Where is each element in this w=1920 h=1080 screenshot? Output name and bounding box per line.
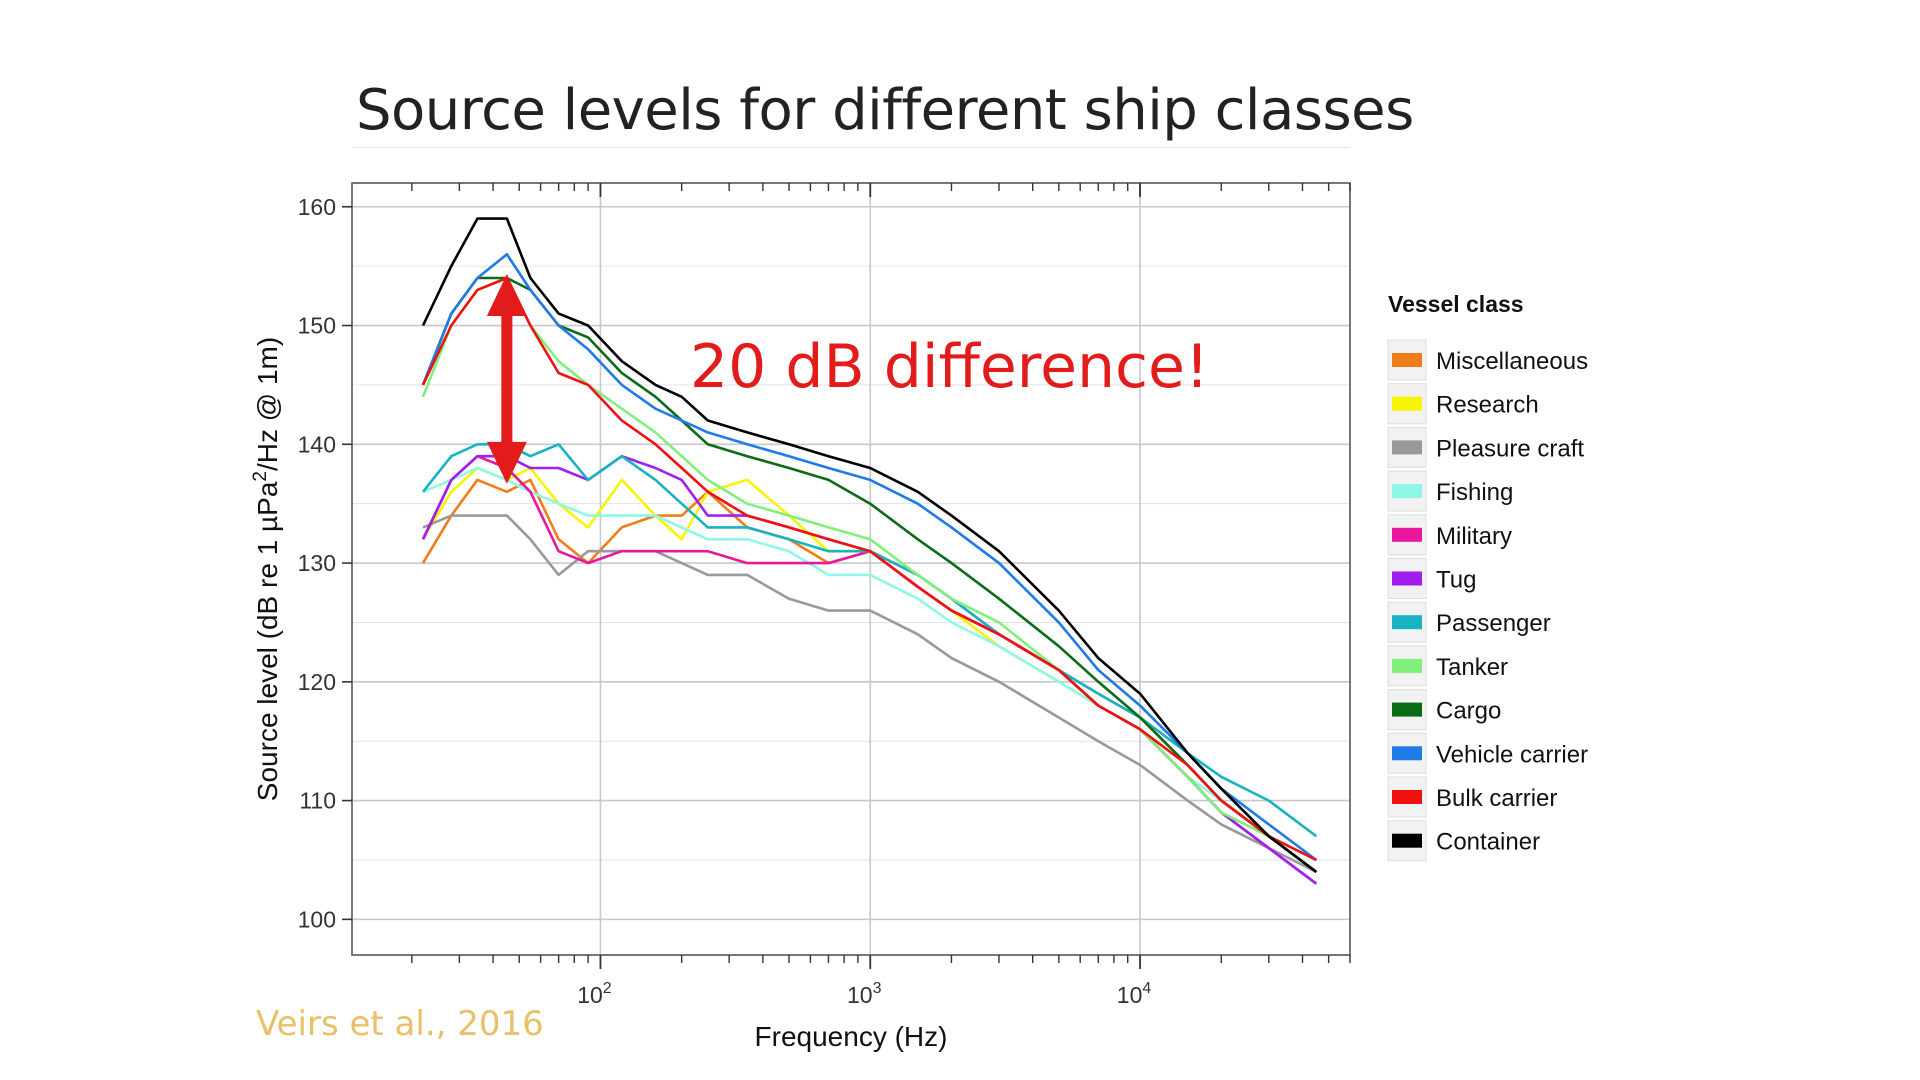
legend-swatch: [1392, 702, 1422, 717]
legend-swatch: [1392, 658, 1422, 673]
x-axis-label: Frequency (Hz): [755, 1021, 948, 1052]
legend-label: Tug: [1436, 567, 1476, 594]
y-tick-label: 100: [298, 906, 336, 932]
difference-annotation: 20 dB difference!: [486, 274, 1209, 484]
series-line-vehicle-carrier: [421, 253, 1318, 862]
legend-label: Cargo: [1436, 698, 1501, 725]
legend-title: Vessel class: [1388, 291, 1524, 317]
legend-label: Research: [1436, 392, 1539, 419]
legend-label: Military: [1436, 523, 1512, 550]
x-tick-label: 102: [577, 980, 612, 1008]
annotation-text: 20 dB difference!: [690, 332, 1209, 402]
y-tick-label: 120: [298, 669, 336, 695]
y-tick-label: 150: [298, 313, 336, 339]
legend-label: Container: [1436, 829, 1540, 856]
legend-label: Pleasure craft: [1436, 435, 1584, 462]
legend-label: Miscellaneous: [1436, 348, 1588, 375]
citation: Veirs et al., 2016: [256, 1004, 544, 1044]
series-lines: [421, 217, 1318, 885]
legend-label: Passenger: [1436, 610, 1551, 637]
legend-swatch: [1392, 833, 1422, 848]
plot-frame: [351, 182, 1351, 956]
legend-swatch: [1392, 571, 1422, 586]
legend-swatch: [1392, 440, 1422, 455]
legend-swatch: [1392, 484, 1422, 499]
y-axis-label: Source level (dB re 1 µPa2/Hz @ 1m): [250, 337, 283, 801]
legend-label: Fishing: [1436, 479, 1513, 506]
legend: Vessel class Miscellaneous Research Pleasur…: [1387, 291, 1588, 862]
series-line-pleasure-craft: [422, 514, 1317, 874]
grid-lines: [352, 146, 1350, 955]
y-tick-label: 110: [299, 788, 336, 814]
legend-swatch: [1392, 790, 1422, 804]
series-line-bulk-carrier: [421, 276, 1317, 862]
legend-swatch: [1392, 615, 1422, 630]
y-tick-label: 160: [298, 194, 336, 220]
legend-label: Vehicle carrier: [1436, 741, 1588, 768]
arrow-head-up: [486, 274, 527, 317]
legend-swatch: [1392, 746, 1422, 761]
x-tick-label: 103: [847, 980, 882, 1008]
legend-swatch: [1392, 527, 1422, 542]
legend-label: Bulk carrier: [1436, 785, 1557, 812]
series-line-container: [421, 217, 1318, 873]
axes: 100 110 120 130 140 150 160 102 103 104 Frequency …: [250, 182, 1351, 1052]
arrow-head-down: [486, 441, 527, 484]
y-tick-label: 130: [298, 550, 336, 576]
x-tick-label: 104: [1117, 980, 1152, 1008]
legend-label: Tanker: [1436, 654, 1508, 681]
legend-swatch: [1392, 396, 1422, 411]
y-tick-label: 140: [298, 431, 336, 457]
slide-title: Source levels for different ship classes: [356, 78, 1414, 143]
legend-swatch: [1392, 353, 1422, 367]
